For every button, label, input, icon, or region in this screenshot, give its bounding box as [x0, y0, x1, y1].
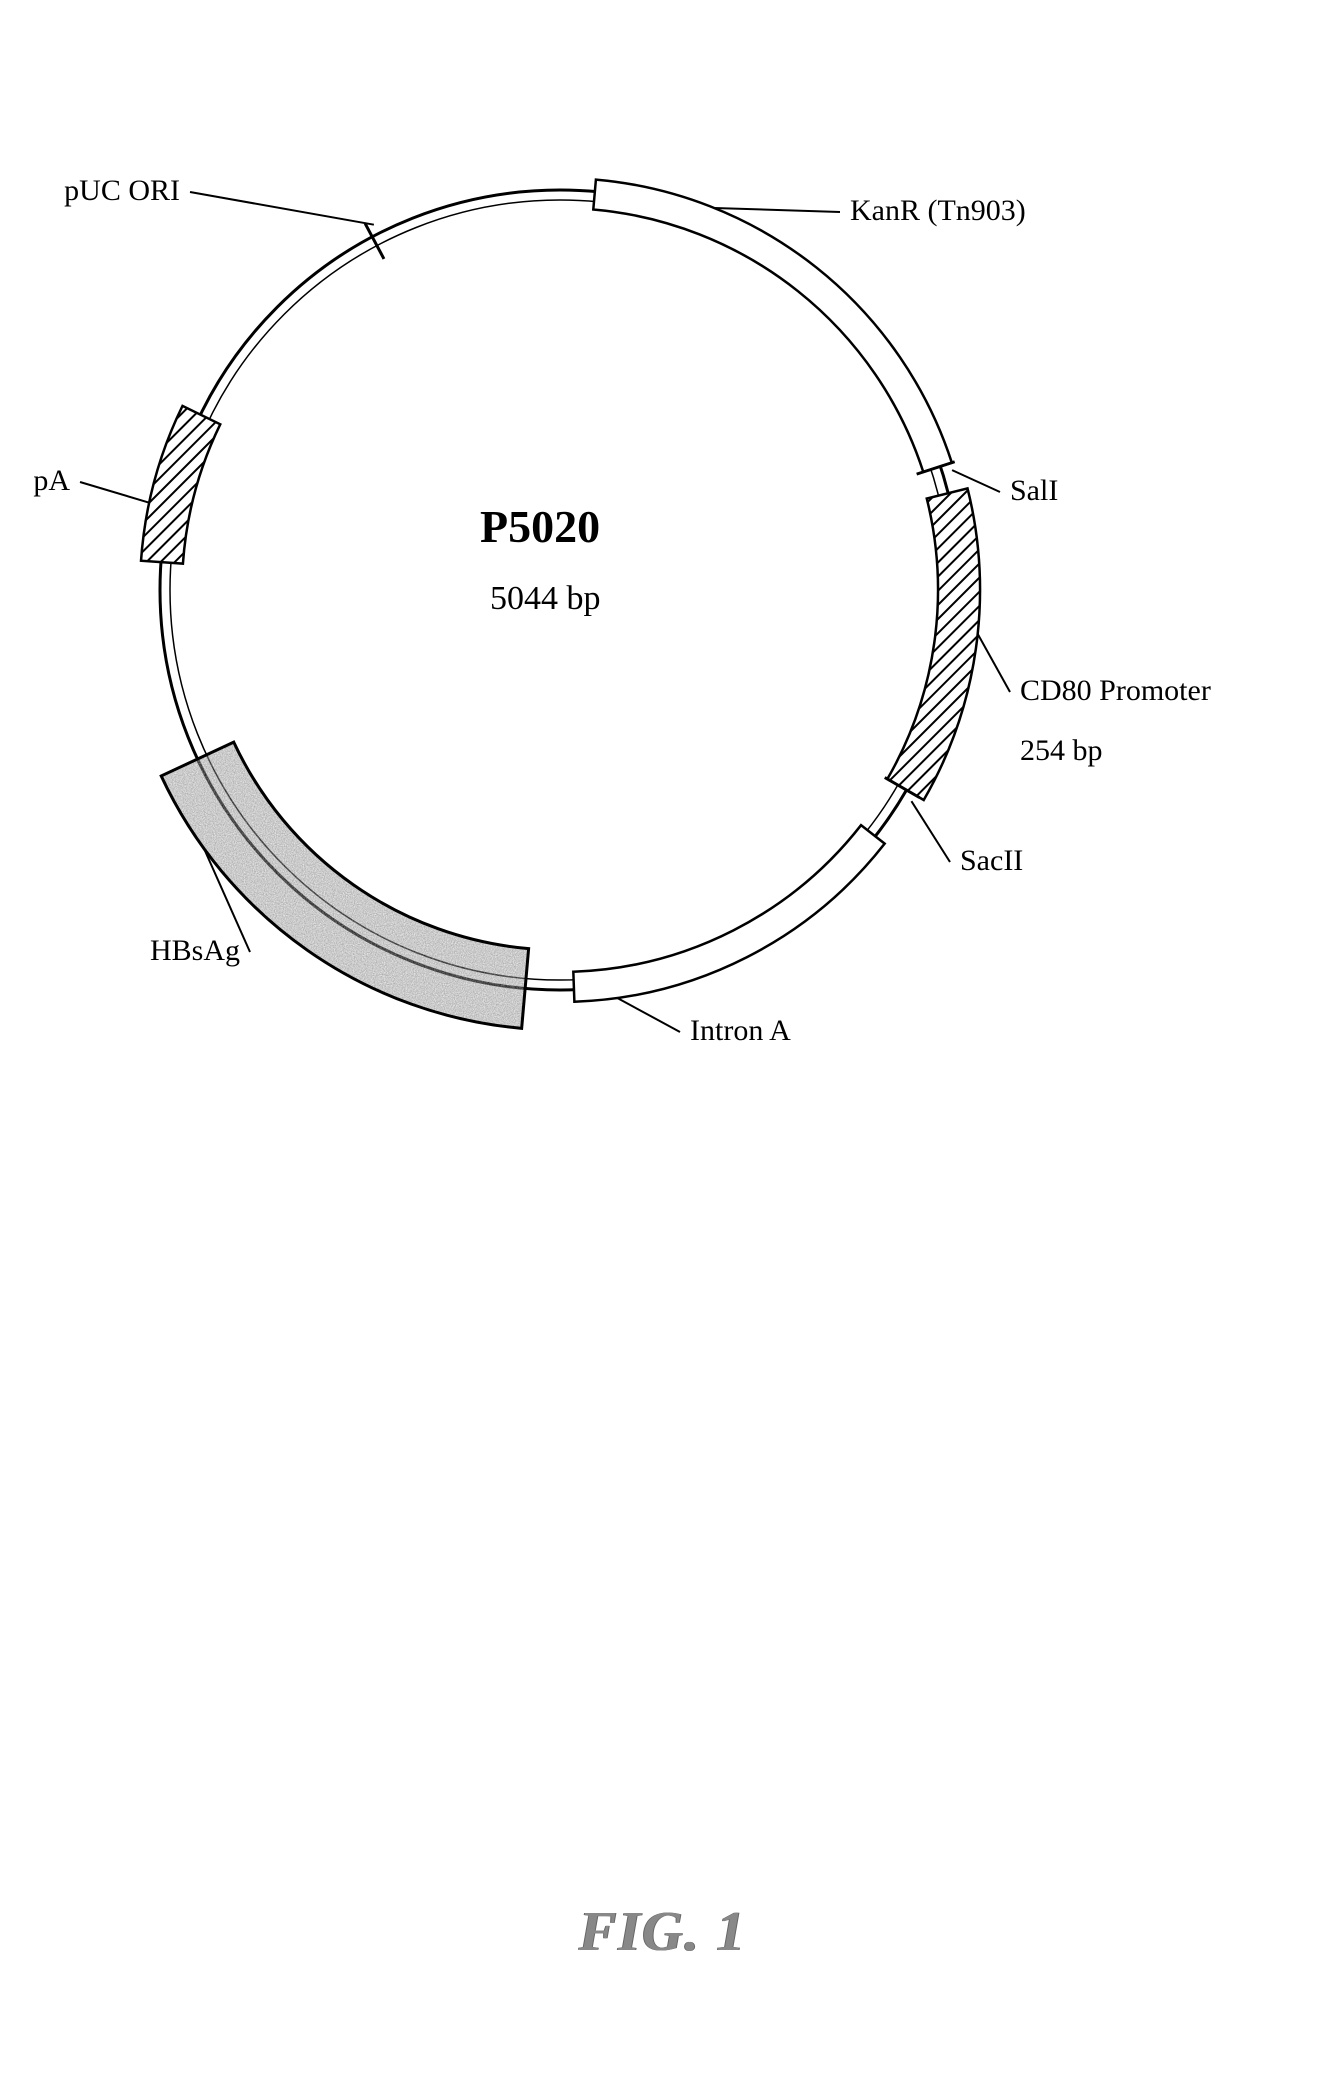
feature-label-pa: pA [33, 464, 70, 497]
plasmid-diagram: KanR (Tn903) SalI CD80 Promoter 254 bp SacII… [0, 0, 1338, 2100]
feature-label-kanr: KanR (Tn903) [850, 194, 1026, 227]
feature-label-cd80: CD80 Promoter [1020, 674, 1211, 707]
feature-label-sali: SalI [1010, 474, 1058, 507]
feature-label-sacii: SacII [960, 844, 1023, 877]
figure-label: FIG. 1 [579, 1900, 747, 1964]
plasmid-svg: KanR (Tn903) SalI CD80 Promoter 254 bp SacII… [0, 0, 1338, 2100]
feature-sublabel-cd80: 254 bp [1020, 734, 1103, 767]
feature-label-introna: Intron A [690, 1014, 791, 1047]
feature-label-hbsag: HBsAg [150, 934, 240, 967]
feature-label-pucori: pUC ORI [64, 174, 180, 207]
